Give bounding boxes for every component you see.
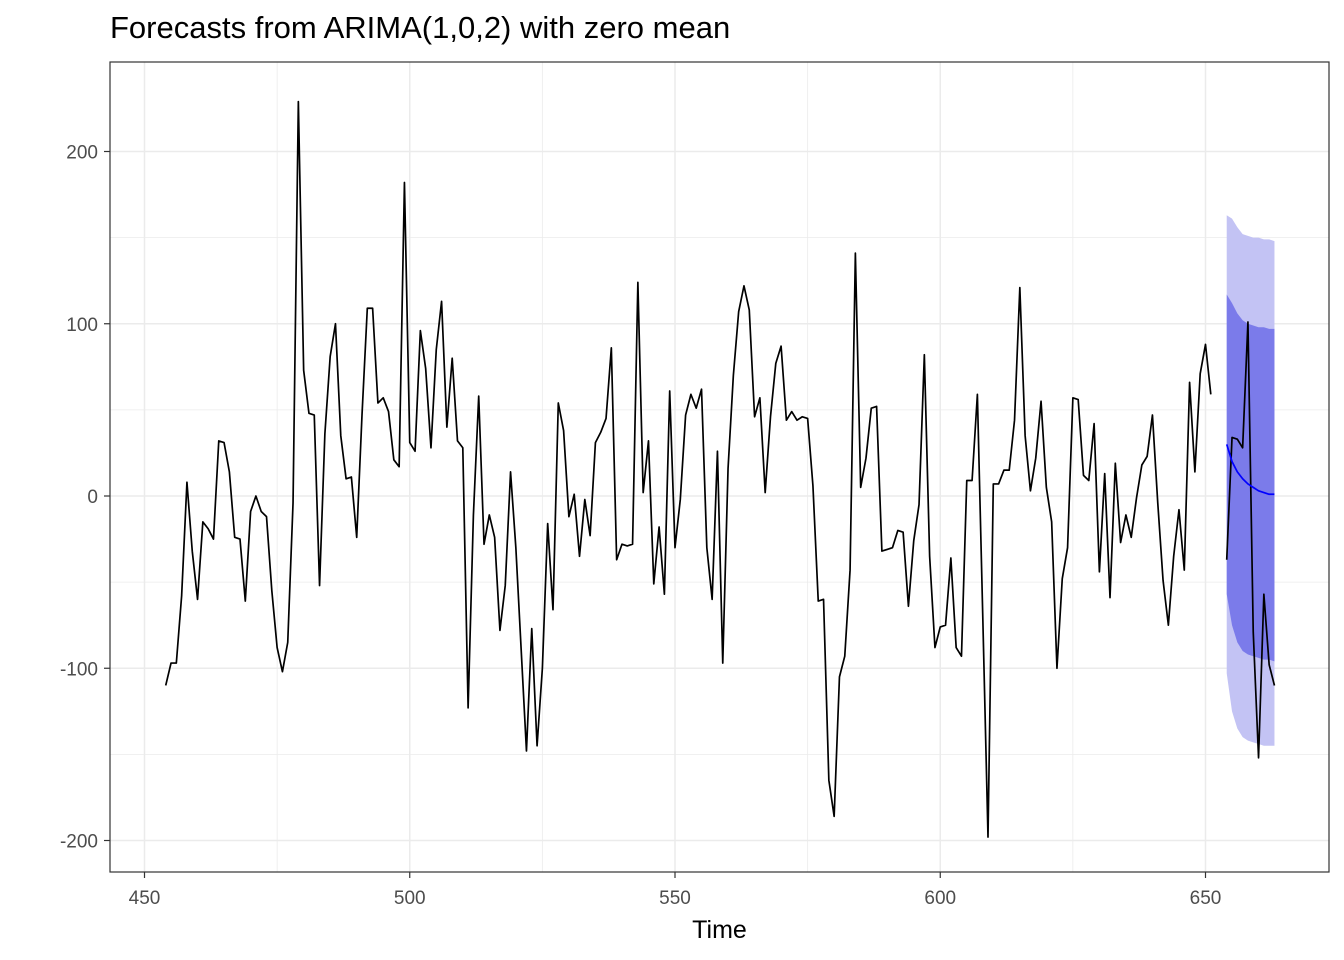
x-tick-label: 650	[1190, 888, 1222, 909]
grid-major	[110, 62, 1329, 872]
y-tick-label: 100	[66, 315, 98, 336]
axis-tick-labels: 450 500 550 600 650 200 100 0 -100 -200	[60, 143, 1221, 910]
y-tick-label: -100	[60, 659, 98, 680]
axis-ticks	[104, 150, 1207, 878]
x-tick-label: 550	[659, 888, 691, 909]
y-tick-label: 0	[87, 487, 98, 508]
series-line-forecast-mean	[1225, 444, 1275, 496]
y-tick-label: 200	[66, 143, 98, 164]
x-tick-label: 450	[129, 888, 161, 909]
series-lines	[164, 100, 1276, 838]
series-line-actual-in-forecast-window	[1225, 321, 1276, 759]
x-tick-label: 500	[394, 888, 426, 909]
x-tick-label: 600	[924, 888, 956, 909]
panel-border	[109, 61, 1330, 873]
chart-title: Forecasts from ARIMA(1,0,2) with zero me…	[110, 10, 731, 45]
y-tick-label: -200	[60, 832, 98, 853]
x-axis-title: Time	[692, 916, 747, 944]
grid-minor	[110, 62, 1329, 872]
plot-panel	[110, 62, 1329, 872]
series-line-observed	[164, 100, 1212, 838]
